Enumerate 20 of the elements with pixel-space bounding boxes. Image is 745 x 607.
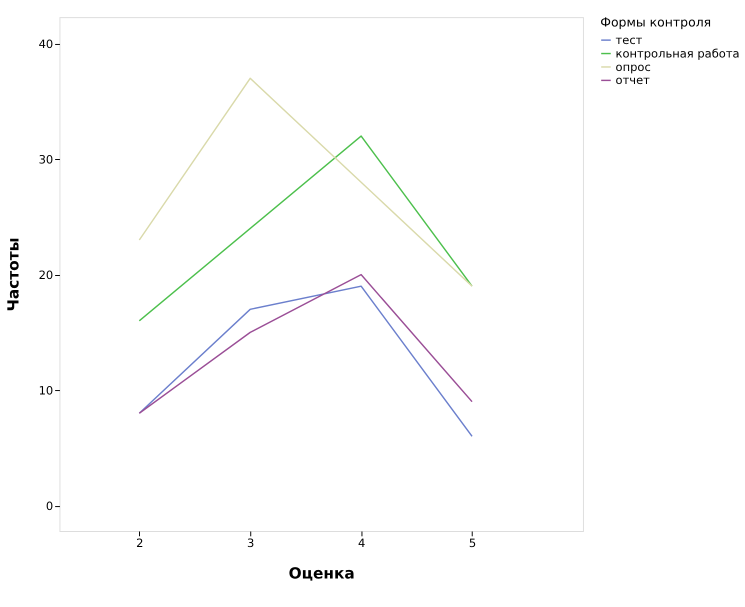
x-axis-title: Оценка [288,564,355,582]
y-tick-label: 20 [38,268,54,282]
line-series [138,135,473,322]
y-tick-label: 40 [38,36,54,51]
y-tick-label: 10 [38,383,54,398]
legend-title: Формы контроля [600,14,712,30]
legend-label: опрос [616,60,651,74]
legend-label: тест [616,32,643,47]
x-tick-label: 3 [247,536,254,550]
legend-label: отчет [616,73,650,88]
y-tick-label: 0 [46,498,54,513]
x-tick-label: 4 [358,536,366,550]
line-series [138,274,473,414]
line-series [138,78,473,287]
legend-label: контрольная работа [616,46,740,60]
y-tick-label: 30 [38,152,54,166]
y-axis-title: Частоты [4,238,22,312]
x-tick-label: 5 [468,536,476,550]
line-series [138,285,473,438]
x-tick-label: 2 [136,536,144,550]
